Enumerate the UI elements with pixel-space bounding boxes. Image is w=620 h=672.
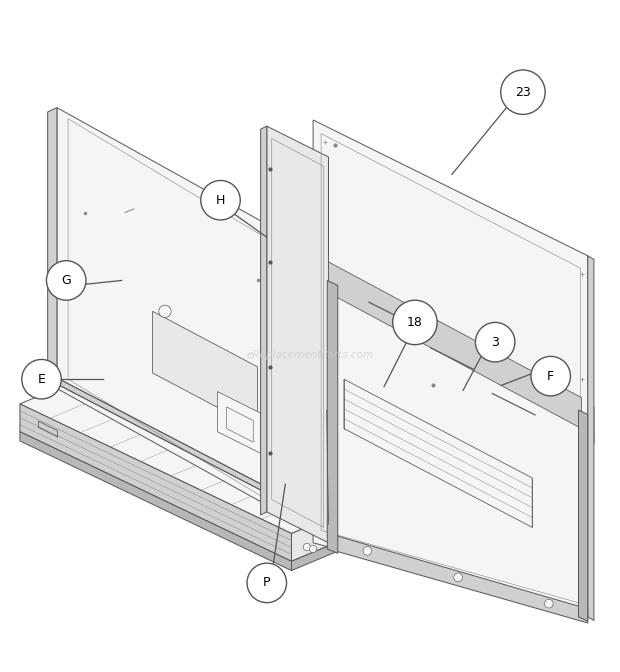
Polygon shape xyxy=(291,407,594,561)
Circle shape xyxy=(392,300,437,345)
Circle shape xyxy=(544,599,553,608)
Polygon shape xyxy=(20,404,291,561)
Circle shape xyxy=(201,181,241,220)
Polygon shape xyxy=(588,256,594,620)
Circle shape xyxy=(363,546,372,555)
Polygon shape xyxy=(153,311,257,429)
Text: 18: 18 xyxy=(407,316,423,329)
Text: 3: 3 xyxy=(491,336,499,349)
Circle shape xyxy=(46,261,86,300)
Circle shape xyxy=(247,563,286,603)
Polygon shape xyxy=(57,108,279,512)
Polygon shape xyxy=(48,108,57,393)
Circle shape xyxy=(303,544,311,551)
Circle shape xyxy=(476,323,515,362)
Text: P: P xyxy=(263,577,270,589)
Polygon shape xyxy=(20,278,594,534)
Text: G: G xyxy=(61,274,71,287)
Text: 23: 23 xyxy=(515,86,531,99)
Polygon shape xyxy=(313,120,588,617)
Polygon shape xyxy=(329,534,588,623)
Polygon shape xyxy=(344,379,532,528)
Text: eReplacementParts.com: eReplacementParts.com xyxy=(246,349,374,360)
Polygon shape xyxy=(267,126,329,543)
Polygon shape xyxy=(329,262,582,429)
Circle shape xyxy=(531,356,570,396)
Circle shape xyxy=(454,573,463,582)
Text: H: H xyxy=(216,194,225,207)
Circle shape xyxy=(309,545,317,552)
Polygon shape xyxy=(20,431,291,571)
Polygon shape xyxy=(327,280,338,553)
Polygon shape xyxy=(218,392,260,454)
Circle shape xyxy=(159,305,171,317)
Polygon shape xyxy=(260,126,267,515)
Circle shape xyxy=(501,70,545,114)
Text: F: F xyxy=(547,370,554,382)
Polygon shape xyxy=(291,435,594,571)
Circle shape xyxy=(22,360,61,399)
Polygon shape xyxy=(48,373,273,497)
Polygon shape xyxy=(578,410,588,621)
Text: E: E xyxy=(38,373,45,386)
